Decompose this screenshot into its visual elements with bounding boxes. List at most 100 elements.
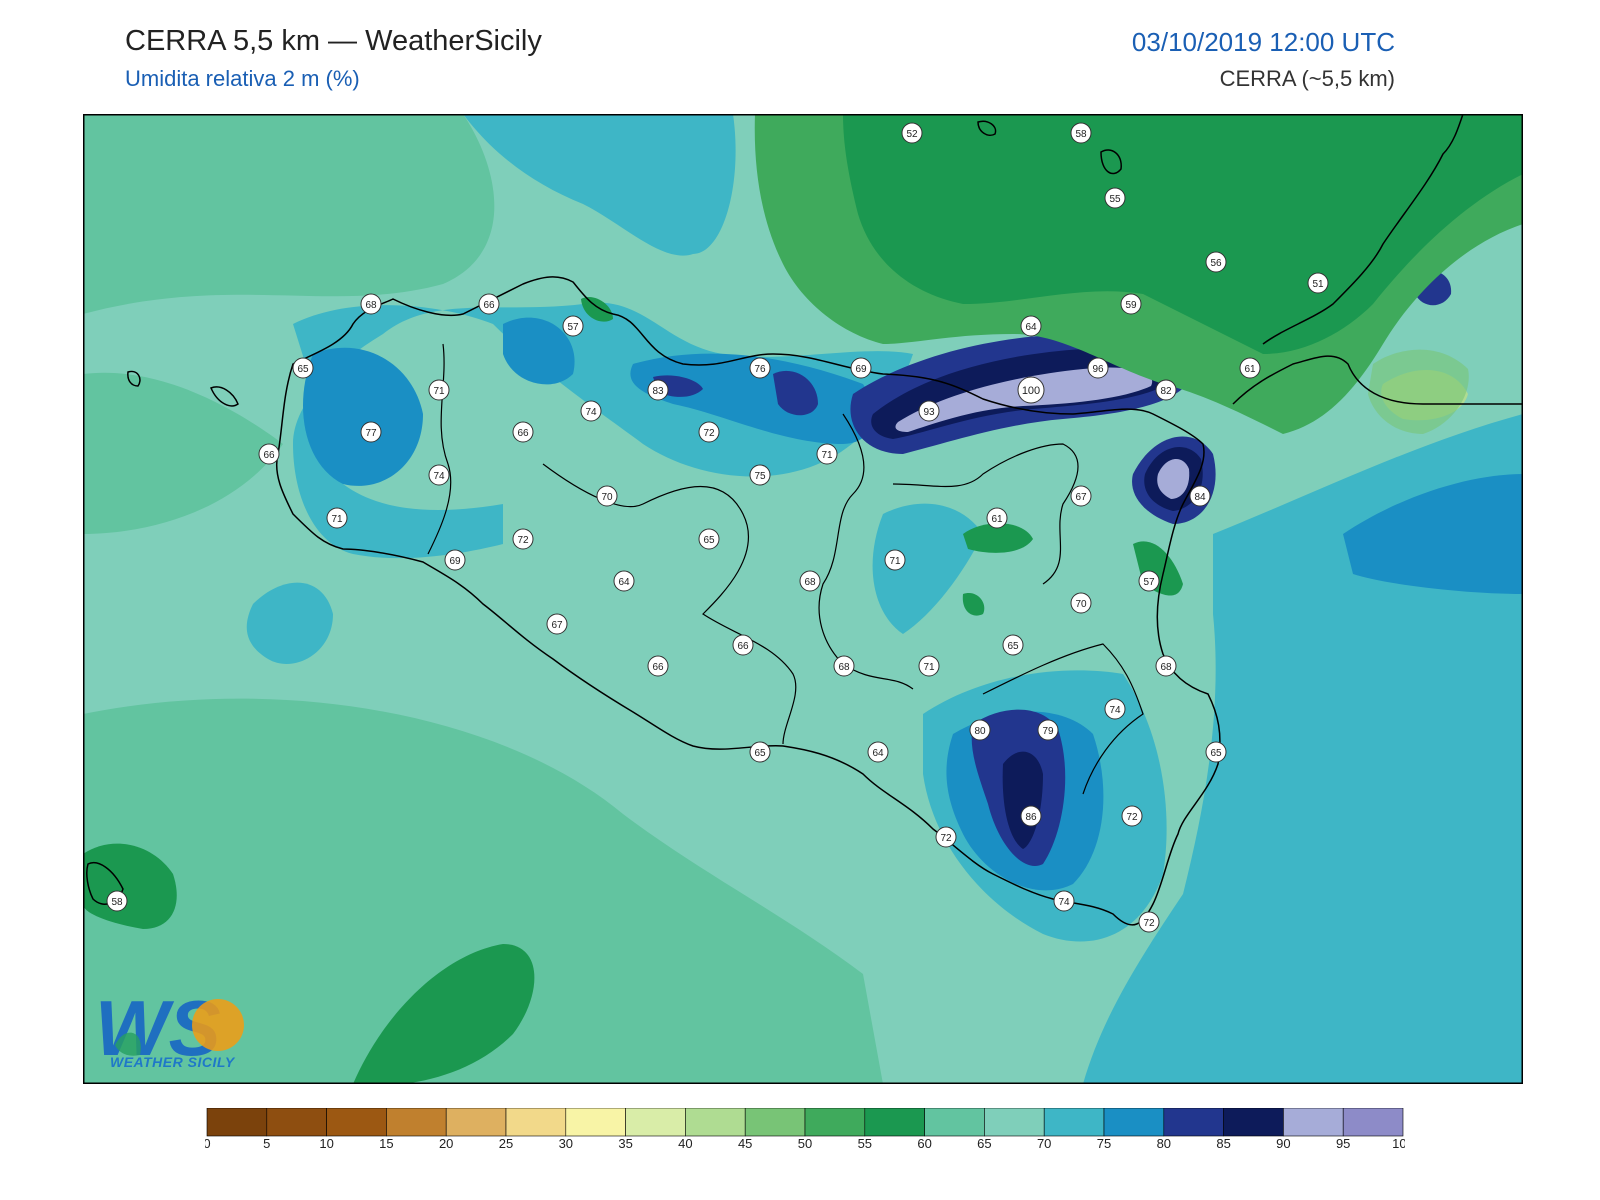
station-value-label: 84 [1194, 492, 1206, 503]
station-value: 66 [647, 655, 669, 677]
station-value: 79 [1037, 719, 1059, 741]
colorbar-cell [744, 1108, 806, 1137]
colorbar-cell [804, 1108, 866, 1137]
station-value-label: 72 [517, 535, 529, 546]
station-value-label: 65 [1210, 748, 1222, 759]
sun-icon [192, 999, 244, 1051]
station-value-label: 68 [1160, 662, 1172, 673]
station-marker [1138, 570, 1160, 592]
station-labels: 52 58 55 56 51 59 64 68 66 57 65 71 76 69 100 96 82 61 83 7… [106, 122, 1329, 933]
station-value-label: 72 [1143, 918, 1155, 929]
station-value-label: 65 [1007, 641, 1019, 652]
station-marker [1205, 251, 1227, 273]
station-value-label: 66 [483, 300, 495, 311]
field-zone-west-peak [303, 347, 423, 486]
station-value: 71 [816, 443, 838, 465]
station-marker [698, 421, 720, 443]
colorbar-tick-label: 10 [319, 1136, 333, 1148]
station-value: 65 [749, 741, 771, 763]
station-marker [647, 655, 669, 677]
map-title: CERRA 5,5 km — WeatherSicily [125, 25, 542, 57]
station-value-label: 64 [872, 748, 884, 759]
station-value-label: 59 [1125, 300, 1137, 311]
station-marker [969, 719, 991, 741]
station-marker [1020, 805, 1042, 827]
colorbar-tick-label: 35 [618, 1136, 632, 1148]
station-marker [512, 421, 534, 443]
station-value-label: 66 [737, 641, 749, 652]
station-value-label: 72 [703, 428, 715, 439]
station-value-label: 80 [974, 726, 986, 737]
colorbar-tick-label: 90 [1276, 1136, 1290, 1148]
colorbar-cell [1043, 1108, 1105, 1137]
station-value: 71 [326, 507, 348, 529]
station-value-label: 71 [821, 450, 833, 461]
station-value: 64 [1020, 315, 1042, 337]
colorbar-cell [864, 1108, 925, 1137]
station-marker [1121, 805, 1143, 827]
station-marker [799, 570, 821, 592]
station-value-label: 66 [652, 662, 664, 673]
colorbar-cell [326, 1108, 387, 1137]
station-marker [1155, 655, 1177, 677]
field-zone-etna-peak [1157, 458, 1190, 499]
station-marker [1002, 634, 1024, 656]
station-marker [1307, 272, 1329, 294]
station-value: 69 [850, 357, 872, 379]
station-value: 77 [360, 421, 382, 443]
station-marker [613, 570, 635, 592]
map-subtitle: Umidita relativa 2 m (%) [125, 66, 360, 91]
station-value: 66 [732, 634, 754, 656]
field-zone-west-sea [246, 582, 333, 664]
station-value-label: 65 [754, 748, 766, 759]
model-label: CERRA (~5,5 km) [1219, 66, 1395, 91]
province-borders [427, 343, 1144, 795]
station-marker [1104, 698, 1126, 720]
colorbar-cell [266, 1108, 327, 1137]
field-zone-west-coast [83, 372, 283, 534]
station-value-label: 93 [923, 407, 935, 418]
station-value-label: 75 [754, 471, 766, 482]
station-value: 58 [106, 890, 128, 912]
station-marker [986, 507, 1008, 529]
station-value-label: 86 [1025, 812, 1037, 823]
colorbar-cell [386, 1108, 447, 1137]
station-value: 68 [799, 570, 821, 592]
station-value-label: 72 [1126, 812, 1138, 823]
station-marker [428, 464, 450, 486]
station-value: 64 [867, 741, 889, 763]
station-value: 67 [546, 613, 568, 635]
colorbar-cell [1103, 1108, 1165, 1137]
station-value-label: 100 [1022, 385, 1040, 397]
aeolian-island-1 [977, 120, 997, 136]
colorbar-cell [565, 1108, 626, 1137]
calabria-coastline [1262, 114, 1464, 345]
station-marker [562, 315, 584, 337]
colorbar-tick-label: 15 [379, 1136, 393, 1148]
station-value-label: 69 [855, 364, 867, 375]
colorbar-tick-label: 65 [977, 1136, 991, 1148]
field-zone-palermo [503, 317, 575, 385]
station-value: 67 [1070, 485, 1092, 507]
station-value: 72 [698, 421, 720, 443]
colorbar-tick-label: 75 [1097, 1136, 1111, 1148]
station-value: 74 [428, 464, 450, 486]
station-value-label: 82 [1160, 386, 1172, 397]
colorbar-tick-label: 85 [1216, 1136, 1230, 1148]
field-zone-centre-east [872, 503, 983, 634]
station-marker [732, 634, 754, 656]
station-value: 72 [935, 826, 957, 848]
colorbar-tick-label: 70 [1037, 1136, 1051, 1148]
station-marker [1155, 379, 1177, 401]
colorbar-cell [1223, 1108, 1284, 1137]
station-value-label: 71 [923, 662, 935, 673]
station-marker [1205, 741, 1227, 763]
station-value-label: 68 [365, 300, 377, 311]
colorbar-tick-label: 20 [439, 1136, 453, 1148]
station-value: 68 [833, 655, 855, 677]
station-value-label: 67 [1075, 492, 1087, 503]
station-value: 71 [428, 379, 450, 401]
station-value-label: 96 [1092, 364, 1104, 375]
station-value-label: 74 [585, 407, 597, 418]
field-zone-north-band [630, 353, 874, 444]
